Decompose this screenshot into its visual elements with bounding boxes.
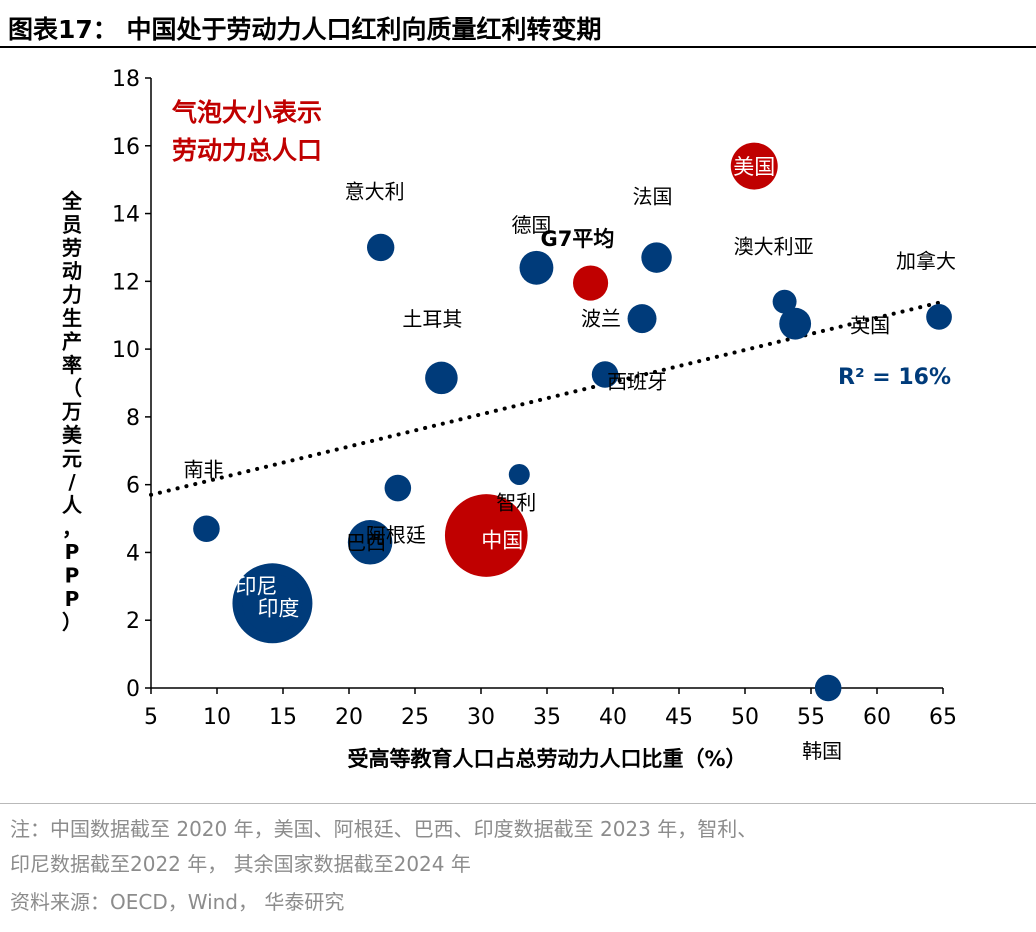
point-label-澳大利亚: 澳大利亚	[734, 235, 814, 259]
bubble-美国	[730, 142, 778, 190]
bubble-英国	[779, 307, 812, 340]
trendline-group	[149, 299, 945, 497]
annotation-line-1: 气泡大小表示	[171, 98, 322, 127]
x-tick-label: 60	[863, 705, 891, 730]
bubble-巴西	[347, 520, 393, 565]
bubbles-group	[193, 142, 952, 702]
y-tick-label: 6	[126, 474, 140, 499]
point-label-印度: 印度	[257, 596, 299, 620]
point-label-土耳其: 土耳其	[402, 307, 462, 331]
axes-group: 0 2 4 6 8 10 12 14 16 18 5 10 15 20 25 30 35 40 45 50 55 60 65…	[61, 67, 957, 771]
x-tick-label: 15	[269, 705, 297, 730]
bubble-意大利	[366, 233, 395, 262]
point-label-巴西: 巴西	[346, 530, 386, 554]
x-tick-label: 50	[731, 705, 759, 730]
bubble-南非	[193, 515, 220, 543]
bubble-法国	[641, 242, 672, 273]
y-tick-label: 0	[126, 677, 140, 702]
footnote-line-2: 印尼数据截至2022 年， 其余国家数据截至2024 年	[10, 852, 471, 876]
x-tick-label: 5	[144, 705, 158, 730]
bubble-chart: 0 2 4 6 8 10 12 14 16 18 5 10 15 20 25 30 35 40 45 50 55 60 65…	[61, 67, 957, 771]
annotation-line-2: 劳动力总人口	[172, 136, 322, 165]
bubble-德国	[519, 250, 554, 285]
point-label-美国: 美国	[733, 155, 775, 179]
source-note: 资料来源：OECD，Wind， 华泰研究	[10, 890, 345, 914]
point-label-英国: 英国	[850, 314, 890, 338]
bubble-中国	[444, 494, 528, 577]
point-label-加拿大: 加拿大	[896, 249, 956, 273]
r-squared-label: R² = 16%	[838, 365, 951, 390]
bubble-加拿大	[926, 304, 952, 330]
trendline	[149, 299, 945, 497]
bubble-土耳其	[425, 361, 458, 395]
y-tick-label: 4	[126, 541, 140, 566]
point-label-意大利: 意大利	[345, 179, 405, 203]
y-axis-title: 全员劳动力生产率（万美元/人， P P P）	[61, 189, 83, 634]
y-tick-label: 10	[112, 338, 140, 363]
footnote-line-1: 注：中国数据截至 2020 年，美国、阿根廷、巴西、印度数据截至 2023 年，…	[10, 817, 758, 841]
point-label-G7平均: G7平均	[541, 227, 615, 251]
point-label-波兰: 波兰	[581, 307, 621, 331]
point-label-印尼: 印尼	[235, 574, 277, 598]
y-tick-label: 16	[112, 135, 140, 160]
point-label-南非: 南非	[183, 458, 223, 482]
x-tick-label: 45	[665, 705, 693, 730]
bubble-澳大利亚	[772, 289, 797, 314]
x-tick-label: 55	[797, 705, 825, 730]
y-tick-label: 12	[112, 270, 140, 295]
footer-rule	[0, 803, 1036, 804]
point-label-韩国: 韩国	[802, 739, 842, 763]
point-label-阿根廷: 阿根廷	[366, 523, 426, 547]
x-tick-label: 30	[467, 705, 495, 730]
x-tick-label: 10	[203, 705, 231, 730]
x-tick-label: 20	[335, 705, 363, 730]
point-label-西班牙: 西班牙	[607, 370, 667, 394]
title-rule	[0, 46, 1036, 48]
point-label-德国: 德国	[511, 213, 551, 237]
bubble-G7平均	[572, 265, 609, 301]
point-label-智利: 智利	[496, 491, 536, 515]
x-axis-title: 受高等教育人口占总劳动力人口比重（%）	[347, 747, 746, 771]
y-tick-label: 8	[126, 406, 140, 431]
bubble-印尼	[242, 573, 303, 633]
y-tick-label: 14	[112, 203, 140, 228]
chart-title: 图表17： 中国处于劳动力人口红利向质量红利转变期	[8, 15, 602, 44]
chart-header: 图表17： 中国处于劳动力人口红利向质量红利转变期	[0, 0, 1036, 48]
x-tick-label: 25	[401, 705, 429, 730]
bubble-西班牙	[591, 361, 619, 388]
point-label-法国: 法国	[633, 185, 673, 209]
x-tick-label: 65	[929, 705, 957, 730]
x-tick-label: 35	[533, 705, 561, 730]
x-tick-label: 40	[599, 705, 627, 730]
bubble-阿根廷	[384, 474, 412, 502]
bubble-智利	[508, 464, 530, 485]
bubble-韩国	[814, 674, 842, 702]
y-tick-label: 2	[126, 609, 140, 634]
y-tick-label: 18	[112, 67, 140, 92]
bubble-波兰	[627, 304, 657, 334]
point-label-中国: 中国	[481, 529, 523, 553]
